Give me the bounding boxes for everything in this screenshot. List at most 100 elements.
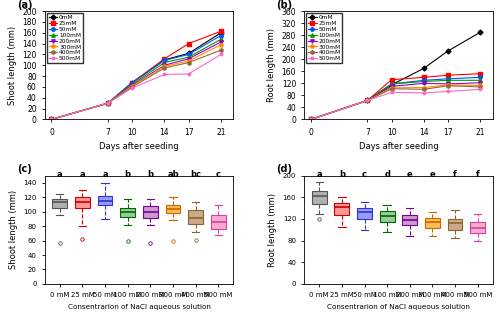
Legend: 0mM, 25mM, 50mM, 100mM, 200mM, 300mM, 400mM, 500mM: 0mM, 25mM, 50mM, 100mM, 200mM, 300mM, 40…: [47, 13, 83, 63]
100mM: [421, 80, 427, 84]
Text: b: b: [148, 170, 154, 179]
50mM: [48, 117, 54, 121]
Y-axis label: Root length (mm): Root length (mm): [268, 193, 277, 267]
200mM: [162, 63, 168, 67]
50mM: [478, 75, 484, 79]
500mM: [186, 72, 192, 76]
100mM: [388, 82, 394, 86]
50mM: [186, 53, 192, 56]
500mM: [445, 90, 451, 93]
100mM: [308, 117, 314, 121]
400mM: [162, 66, 168, 70]
400mM: [364, 99, 370, 102]
Text: e: e: [407, 170, 412, 179]
X-axis label: Days after seeding: Days after seeding: [358, 142, 438, 151]
400mM: [388, 87, 394, 91]
X-axis label: Consentrarion of NaCl aqueous solution: Consentrarion of NaCl aqueous solution: [68, 304, 210, 310]
500mM: [364, 99, 370, 102]
25mM: [308, 117, 314, 121]
Text: c: c: [362, 170, 367, 179]
Y-axis label: Shoot length (mm): Shoot length (mm): [8, 26, 16, 105]
Line: 0mM: 0mM: [50, 31, 222, 121]
500mM: [105, 101, 111, 105]
0mM: [48, 117, 54, 121]
0mM: [364, 99, 370, 102]
Y-axis label: Root length (mm): Root length (mm): [267, 28, 276, 102]
300mM: [478, 84, 484, 87]
Text: b: b: [339, 170, 345, 179]
Text: ab: ab: [167, 170, 179, 179]
Text: (b): (b): [276, 0, 292, 10]
500mM: [421, 91, 427, 95]
PathPatch shape: [425, 218, 440, 228]
200mM: [48, 117, 54, 121]
50mM: [129, 81, 135, 85]
PathPatch shape: [120, 208, 135, 217]
25mM: [364, 99, 370, 102]
Line: 100mM: 100mM: [309, 78, 482, 121]
300mM: [48, 117, 54, 121]
400mM: [186, 61, 192, 64]
100mM: [105, 101, 111, 105]
400mM: [478, 85, 484, 89]
PathPatch shape: [334, 203, 349, 215]
500mM: [129, 86, 135, 90]
Text: (c): (c): [17, 164, 32, 174]
0mM: [308, 117, 314, 121]
Y-axis label: Shoot length (mm): Shoot length (mm): [8, 190, 18, 269]
Text: (d): (d): [276, 164, 292, 174]
PathPatch shape: [312, 191, 326, 204]
Text: e: e: [430, 170, 436, 179]
PathPatch shape: [188, 210, 203, 224]
200mM: [186, 57, 192, 61]
X-axis label: Consentrarion of NaCl aqueous solution: Consentrarion of NaCl aqueous solution: [327, 304, 470, 310]
Text: a: a: [316, 170, 322, 179]
PathPatch shape: [402, 215, 417, 226]
0mM: [162, 58, 168, 62]
300mM: [308, 117, 314, 121]
400mM: [308, 117, 314, 121]
400mM: [129, 85, 135, 89]
PathPatch shape: [75, 197, 90, 208]
500mM: [162, 72, 168, 76]
Text: (a): (a): [17, 0, 32, 10]
500mM: [308, 117, 314, 121]
Line: 50mM: 50mM: [50, 34, 222, 121]
Line: 500mM: 500mM: [50, 53, 222, 121]
PathPatch shape: [357, 208, 372, 219]
Text: f: f: [476, 170, 480, 179]
X-axis label: Days after seeding: Days after seeding: [99, 142, 179, 151]
50mM: [388, 82, 394, 86]
PathPatch shape: [166, 204, 180, 213]
0mM: [388, 83, 394, 87]
300mM: [162, 64, 168, 68]
300mM: [129, 84, 135, 88]
25mM: [186, 42, 192, 46]
Line: 400mM: 400mM: [309, 84, 482, 121]
50mM: [308, 117, 314, 121]
PathPatch shape: [52, 199, 67, 208]
100mM: [218, 37, 224, 41]
400mM: [105, 101, 111, 105]
Text: d: d: [384, 170, 390, 179]
500mM: [388, 90, 394, 94]
200mM: [445, 82, 451, 86]
PathPatch shape: [380, 211, 394, 222]
Line: 200mM: 200mM: [309, 81, 482, 121]
0mM: [421, 66, 427, 70]
500mM: [478, 87, 484, 91]
400mM: [445, 84, 451, 88]
25mM: [162, 57, 168, 61]
25mM: [48, 117, 54, 121]
0mM: [478, 30, 484, 34]
50mM: [364, 99, 370, 102]
Line: 500mM: 500mM: [309, 88, 482, 121]
25mM: [218, 29, 224, 33]
PathPatch shape: [470, 222, 485, 233]
Line: 0mM: 0mM: [309, 31, 482, 121]
100mM: [162, 61, 168, 64]
200mM: [364, 99, 370, 102]
Text: bc: bc: [190, 170, 201, 179]
200mM: [129, 83, 135, 87]
25mM: [478, 72, 484, 76]
